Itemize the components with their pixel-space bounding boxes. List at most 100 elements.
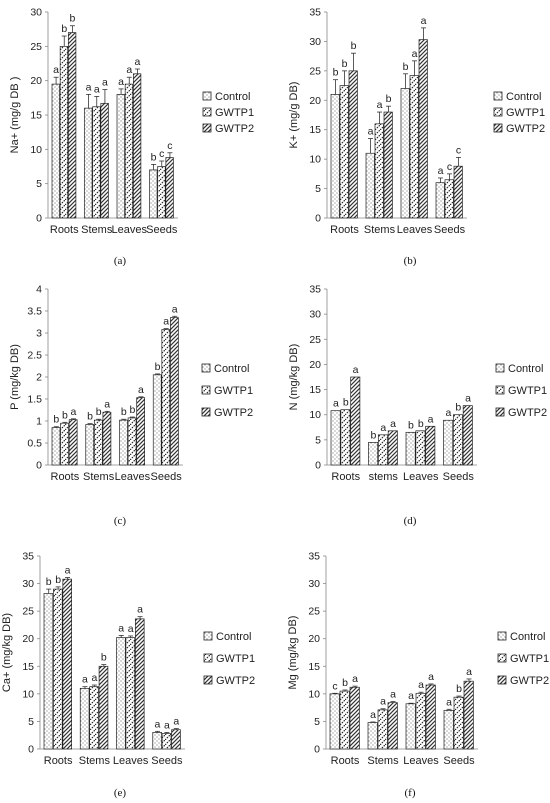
significance-letter: a (118, 622, 124, 634)
significance-letter: a (104, 398, 110, 410)
x-category-label: Leaves (403, 755, 439, 767)
significance-letter: b (96, 406, 102, 418)
y-tick-label: 30 (22, 578, 34, 590)
y-tick-label: 30 (30, 7, 42, 19)
bar-control-seeds (435, 182, 445, 219)
legend-label: GWTP2 (215, 123, 254, 135)
significance-letter: a (428, 671, 434, 683)
legend-swatch (493, 91, 503, 101)
legend-label: GWTP1 (214, 385, 253, 397)
significance-letter: a (86, 81, 92, 93)
significance-letter: b (155, 361, 161, 373)
panel-label: (f) (405, 787, 416, 799)
significance-letter: a (380, 422, 386, 434)
bar-gwtp1-seeds (453, 696, 464, 750)
significance-letter: b (121, 406, 127, 418)
significance-letter: a (466, 666, 472, 678)
x-category-label: Roots (331, 471, 360, 483)
legend-label: Control (214, 363, 249, 375)
legend-swatch (202, 123, 212, 133)
bar-gwtp1-roots (339, 690, 350, 750)
bar-gwtp1-leaves (415, 430, 426, 466)
legend-swatch (497, 653, 507, 663)
y-tick-label: 20 (30, 75, 42, 87)
significance-letter: b (342, 677, 348, 689)
y-tick-label: 15 (30, 110, 42, 122)
y-tick-label: 0 (315, 460, 321, 472)
significance-letter: a (333, 398, 339, 410)
bar-gwtp1-roots (339, 85, 349, 219)
legend-swatch (202, 107, 212, 117)
y-tick-label: 25 (30, 41, 42, 53)
y-axis-title: Na+ (mg/g DB ) (9, 77, 21, 154)
bar-control-roots (329, 693, 340, 750)
legend-label: Control (506, 91, 541, 103)
y-tick-label: 0 (315, 213, 321, 225)
x-category-label: Stems (83, 471, 115, 483)
bar-gwtp2-leaves (132, 73, 142, 219)
significance-letter: a (82, 674, 88, 686)
significance-letter: b (386, 93, 392, 105)
legend-swatch (495, 407, 505, 417)
bar-control-stems (368, 442, 379, 466)
y-tick-label: 15 (309, 124, 321, 136)
significance-letter: a (408, 690, 414, 702)
significance-letter: a (465, 393, 471, 405)
bar-control-seeds (149, 169, 158, 219)
bar-control-roots (330, 94, 340, 219)
bar-control-roots (51, 83, 60, 219)
bar-gwtp2-roots (350, 376, 361, 466)
bar-gwtp1-leaves (415, 692, 426, 750)
y-tick-label: 5 (315, 183, 321, 195)
significance-letter: a (380, 696, 386, 708)
y-tick-label: 2.5 (27, 350, 42, 362)
significance-letter: c (159, 148, 164, 160)
significance-letter: a (173, 716, 179, 728)
bar-control-leaves (116, 94, 125, 219)
legend-label: Control (510, 631, 545, 643)
x-category-label: Roots (51, 471, 80, 483)
significance-letter: b (62, 409, 68, 421)
bar-gwtp2-seeds (165, 157, 174, 219)
bar-control-leaves (119, 419, 128, 466)
y-tick-label: 35 (308, 551, 320, 563)
bar-gwtp2-seeds (462, 405, 473, 466)
bar-gwtp1-seeds (452, 414, 463, 466)
x-category-label: Roots (44, 755, 73, 767)
panel-label: (b) (404, 255, 417, 267)
legend-swatch (201, 363, 211, 373)
significance-letter: a (377, 99, 383, 111)
x-category-label: Leaves (403, 471, 439, 483)
significance-letter: a (412, 48, 418, 60)
legend-swatch (493, 107, 503, 117)
significance-letter: b (418, 418, 424, 430)
panel-label: (a) (114, 255, 127, 267)
legend-swatch (203, 653, 213, 663)
y-tick-label: 1.5 (27, 394, 42, 406)
y-tick-label: 15 (308, 661, 320, 673)
significance-letter: a (134, 56, 140, 68)
y-tick-label: 10 (308, 688, 320, 700)
bar-gwtp2-stems (100, 102, 109, 219)
y-tick-label: 25 (308, 606, 320, 618)
legend-label: Control (215, 91, 250, 103)
y-tick-label: 35 (22, 551, 34, 563)
bar-gwtp2-leaves (136, 397, 146, 466)
x-category-label: Seeds (443, 471, 475, 483)
bar-gwtp2-stems (383, 111, 393, 219)
y-axis-title: Mg (mg/kg DB) (287, 616, 299, 690)
y-tick-label: 0.5 (27, 438, 42, 450)
legend-label: Control (216, 631, 251, 643)
bar-gwtp1-leaves (124, 83, 134, 219)
y-axis-title: Ca+ (mg/kg DB) (1, 613, 13, 692)
x-category-label: Seeds (151, 755, 183, 767)
x-category-label: Seeds (434, 224, 466, 236)
bar-gwtp2-stems (102, 411, 112, 466)
bar-gwtp2-leaves (425, 684, 436, 750)
significance-letter: a (446, 696, 452, 708)
significance-letter: a (438, 165, 444, 177)
significance-letter: b (61, 23, 67, 35)
